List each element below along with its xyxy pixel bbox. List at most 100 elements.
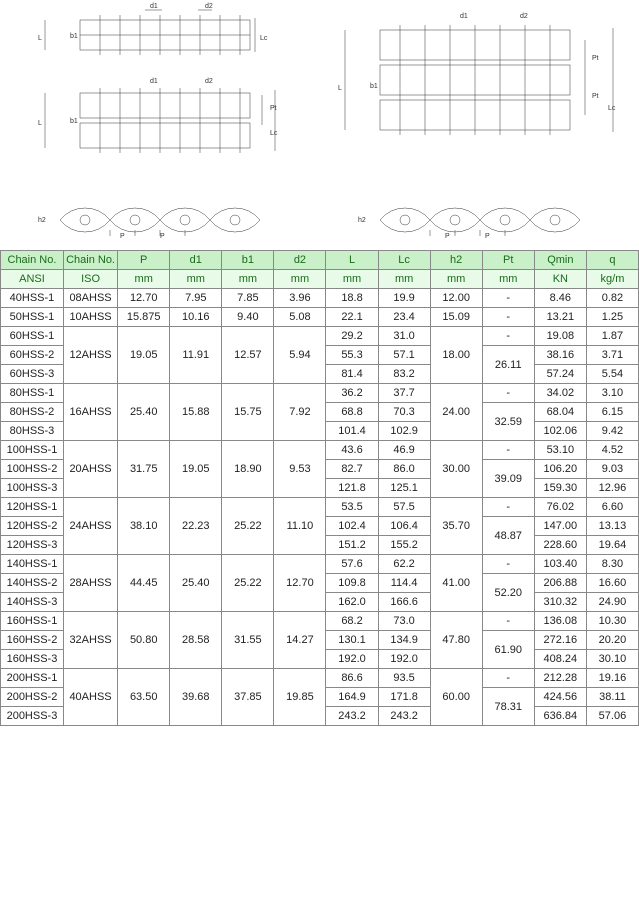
cell-l: 243.2 — [326, 707, 378, 726]
col-unit: mm — [170, 270, 222, 289]
cell-ansi: 160HSS-1 — [1, 612, 64, 631]
cell-lc: 166.6 — [378, 593, 430, 612]
cell-q: 0.82 — [586, 289, 638, 308]
cell-qmin: 19.08 — [534, 327, 586, 346]
schematic-single-top: d1 d2 L b1 Lc — [30, 0, 270, 70]
cell-q: 9.03 — [586, 460, 638, 479]
cell-q: 6.15 — [586, 403, 638, 422]
cell-d1: 11.91 — [170, 327, 222, 384]
cell-qmin: 53.10 — [534, 441, 586, 460]
table-row: 120HSS-124AHSS38.1022.2325.2211.1053.557… — [1, 498, 639, 517]
cell-l: 55.3 — [326, 346, 378, 365]
cell-iso: 10AHSS — [63, 308, 117, 327]
table-row: 160HSS-132AHSS50.8028.5831.5514.2768.273… — [1, 612, 639, 631]
cell-pt: 52.20 — [482, 574, 534, 612]
cell-l: 82.7 — [326, 460, 378, 479]
col-unit: KN — [534, 270, 586, 289]
cell-qmin: 34.02 — [534, 384, 586, 403]
cell-iso: 40AHSS — [63, 669, 117, 726]
cell-q: 57.06 — [586, 707, 638, 726]
cell-b1: 25.22 — [222, 555, 274, 612]
table-body: 40HSS-108AHSS12.707.957.853.9618.819.912… — [1, 289, 639, 726]
cell-h2: 35.70 — [430, 498, 482, 555]
cell-d2: 14.27 — [274, 612, 326, 669]
cell-d2: 3.96 — [274, 289, 326, 308]
cell-l: 130.1 — [326, 631, 378, 650]
cell-ansi: 60HSS-1 — [1, 327, 64, 346]
cell-p: 38.10 — [118, 498, 170, 555]
cell-ansi: 80HSS-2 — [1, 403, 64, 422]
cell-ansi: 100HSS-3 — [1, 479, 64, 498]
cell-pt: - — [482, 498, 534, 517]
cell-d2: 7.92 — [274, 384, 326, 441]
cell-lc: 155.2 — [378, 536, 430, 555]
cell-b1: 9.40 — [222, 308, 274, 327]
cell-lc: 134.9 — [378, 631, 430, 650]
cell-q: 24.90 — [586, 593, 638, 612]
label-P: P — [445, 233, 450, 240]
cell-ansi: 50HSS-1 — [1, 308, 64, 327]
cell-lc: 70.3 — [378, 403, 430, 422]
cell-l: 81.4 — [326, 365, 378, 384]
label-Pt: Pt — [592, 55, 599, 62]
cell-iso: 24AHSS — [63, 498, 117, 555]
col-header: P — [118, 251, 170, 270]
cell-pt: 39.09 — [482, 460, 534, 498]
cell-pt: 78.31 — [482, 688, 534, 726]
table-row: 140HSS-128AHSS44.4525.4025.2212.7057.662… — [1, 555, 639, 574]
cell-ansi: 120HSS-2 — [1, 517, 64, 536]
cell-h2: 12.00 — [430, 289, 482, 308]
cell-qmin: 57.24 — [534, 365, 586, 384]
cell-l: 109.8 — [326, 574, 378, 593]
cell-qmin: 310.32 — [534, 593, 586, 612]
cell-q: 16.60 — [586, 574, 638, 593]
cell-b1: 25.22 — [222, 498, 274, 555]
cell-q: 12.96 — [586, 479, 638, 498]
label-d1: d1 — [150, 3, 158, 10]
label-Pt: Pt — [270, 105, 277, 112]
cell-lc: 93.5 — [378, 669, 430, 688]
cell-p: 63.50 — [118, 669, 170, 726]
cell-d2: 12.70 — [274, 555, 326, 612]
cell-lc: 106.4 — [378, 517, 430, 536]
cell-ansi: 100HSS-1 — [1, 441, 64, 460]
cell-lc: 192.0 — [378, 650, 430, 669]
label-h2: h2 — [358, 217, 366, 224]
cell-lc: 31.0 — [378, 327, 430, 346]
cell-lc: 73.0 — [378, 612, 430, 631]
cell-h2: 60.00 — [430, 669, 482, 726]
col-header: Lc — [378, 251, 430, 270]
table-head: Chain No.Chain No.Pd1b1d2LLch2PtQminq AN… — [1, 251, 639, 289]
col-header: d1 — [170, 251, 222, 270]
cell-pt: 61.90 — [482, 631, 534, 669]
label-Pt2: Pt — [592, 93, 599, 100]
cell-pt: - — [482, 327, 534, 346]
cell-pt: - — [482, 384, 534, 403]
cell-l: 53.5 — [326, 498, 378, 517]
cell-b1: 37.85 — [222, 669, 274, 726]
cell-l: 162.0 — [326, 593, 378, 612]
cell-qmin: 76.02 — [534, 498, 586, 517]
cell-qmin: 636.84 — [534, 707, 586, 726]
label-P: P — [120, 233, 125, 240]
cell-ansi: 160HSS-3 — [1, 650, 64, 669]
cell-l: 36.2 — [326, 384, 378, 403]
cell-h2: 24.00 — [430, 384, 482, 441]
cell-d2: 11.10 — [274, 498, 326, 555]
cell-qmin: 8.46 — [534, 289, 586, 308]
cell-h2: 18.00 — [430, 327, 482, 384]
cell-lc: 62.2 — [378, 555, 430, 574]
cell-q: 6.60 — [586, 498, 638, 517]
label-P2: P — [485, 233, 490, 240]
table-row: 40HSS-108AHSS12.707.957.853.9618.819.912… — [1, 289, 639, 308]
cell-pt: - — [482, 308, 534, 327]
col-unit: mm — [326, 270, 378, 289]
cell-pt: 26.11 — [482, 346, 534, 384]
cell-d1: 7.95 — [170, 289, 222, 308]
cell-h2: 47.80 — [430, 612, 482, 669]
cell-lc: 102.9 — [378, 422, 430, 441]
table-row: 50HSS-110AHSS15.87510.169.405.0822.123.4… — [1, 308, 639, 327]
cell-p: 25.40 — [118, 384, 170, 441]
cell-lc: 23.4 — [378, 308, 430, 327]
cell-q: 13.13 — [586, 517, 638, 536]
